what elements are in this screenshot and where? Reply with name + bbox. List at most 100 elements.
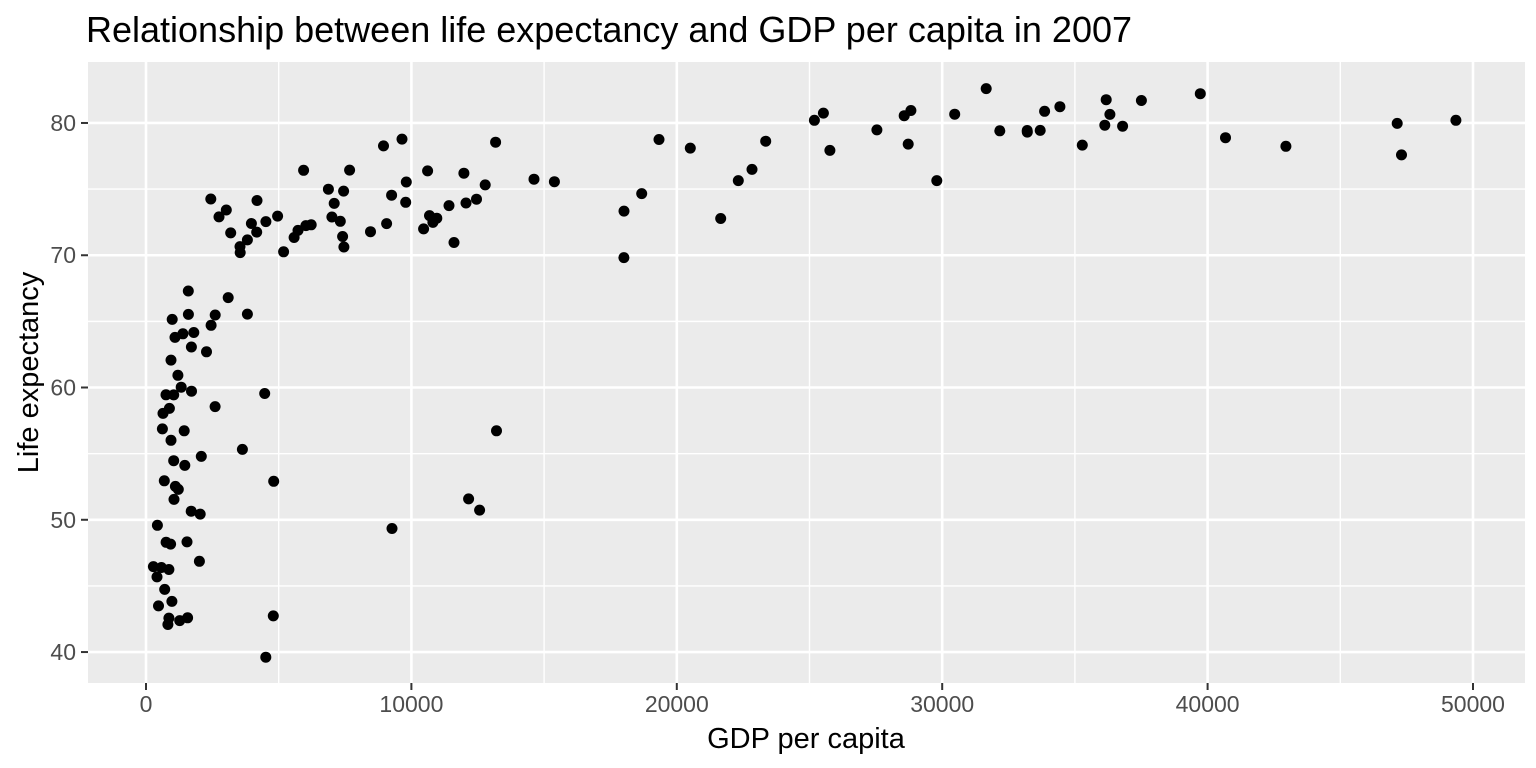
data-point <box>1039 105 1051 117</box>
data-point <box>338 241 350 253</box>
data-point <box>234 241 246 253</box>
data-point <box>1099 119 1111 131</box>
data-point <box>471 193 482 205</box>
x-tick-label: 30000 <box>910 691 974 717</box>
data-point <box>268 475 280 487</box>
data-point <box>213 211 225 223</box>
data-point <box>163 612 175 624</box>
chart-title: Relationship between life expectancy and… <box>86 9 1132 50</box>
data-point <box>209 401 221 413</box>
data-point <box>418 223 430 235</box>
data-point <box>474 504 486 516</box>
data-point <box>684 142 696 154</box>
data-points <box>147 83 1462 663</box>
data-point <box>245 218 257 229</box>
data-point <box>260 651 272 663</box>
data-point <box>165 354 177 366</box>
data-point <box>156 423 168 435</box>
x-axis-title: GDP per capita <box>707 723 906 755</box>
data-point <box>236 443 248 455</box>
data-point <box>163 564 175 575</box>
data-point <box>653 134 665 145</box>
data-point <box>980 83 992 95</box>
data-point <box>272 210 284 222</box>
data-point <box>209 309 221 321</box>
y-tick-label: 80 <box>50 110 76 136</box>
data-point <box>386 523 398 534</box>
data-point <box>185 341 197 353</box>
data-point <box>1100 94 1112 106</box>
x-tick-label: 50000 <box>1441 691 1505 717</box>
data-point <box>185 505 197 517</box>
data-point <box>1396 149 1407 161</box>
data-point <box>618 252 630 264</box>
data-point <box>871 124 883 136</box>
data-point <box>460 197 472 209</box>
data-point <box>491 425 502 437</box>
data-point <box>1104 108 1116 120</box>
y-tick-label: 40 <box>50 639 76 665</box>
data-point <box>175 381 187 393</box>
data-point <box>1450 114 1462 126</box>
data-point <box>427 216 439 228</box>
data-point <box>278 246 290 258</box>
x-axis-tick-marks <box>144 683 1475 690</box>
data-point <box>378 140 389 152</box>
data-point <box>153 600 164 612</box>
data-point <box>195 450 207 462</box>
data-point <box>193 555 205 567</box>
data-point <box>251 195 263 206</box>
data-point <box>746 163 758 175</box>
data-point <box>225 227 237 239</box>
data-point <box>251 226 263 238</box>
data-point <box>147 561 159 573</box>
x-axis-tick-labels: 0 10000 20000 30000 40000 50000 <box>140 691 1505 717</box>
data-point <box>1034 124 1046 136</box>
data-point <box>166 595 178 607</box>
data-point <box>1280 140 1292 152</box>
data-point <box>1076 139 1088 151</box>
data-point <box>241 308 253 320</box>
data-point <box>618 205 630 217</box>
data-point <box>181 536 193 548</box>
data-point <box>178 425 190 437</box>
data-point <box>1391 117 1403 129</box>
data-point <box>443 200 455 212</box>
plot-panel <box>88 62 1525 683</box>
data-point <box>949 108 961 120</box>
data-point <box>188 327 200 338</box>
data-point <box>168 389 180 401</box>
data-point <box>241 234 253 246</box>
data-point <box>158 475 170 487</box>
data-point <box>260 216 272 228</box>
data-point <box>422 165 434 177</box>
data-point <box>344 164 356 176</box>
data-point <box>300 220 312 232</box>
data-point <box>172 369 184 381</box>
x-tick-label: 20000 <box>645 691 709 717</box>
data-point <box>205 193 217 205</box>
data-point <box>168 493 180 505</box>
data-point <box>479 179 491 191</box>
data-point <box>386 189 398 201</box>
data-point <box>931 175 943 187</box>
data-point <box>994 125 1006 137</box>
y-tick-label: 70 <box>50 242 76 268</box>
data-point <box>528 173 540 185</box>
data-point <box>267 610 279 622</box>
data-point <box>159 583 171 595</box>
data-point <box>205 319 217 331</box>
data-point <box>182 308 194 320</box>
data-point <box>548 176 560 188</box>
data-point <box>636 188 648 200</box>
data-point <box>182 285 194 297</box>
data-point <box>448 237 460 248</box>
data-point <box>220 204 232 216</box>
data-point <box>338 185 350 197</box>
data-point <box>1021 125 1033 136</box>
data-point <box>400 196 412 208</box>
data-point <box>365 226 376 238</box>
y-axis-tick-marks <box>81 121 88 654</box>
data-point <box>1194 88 1206 100</box>
